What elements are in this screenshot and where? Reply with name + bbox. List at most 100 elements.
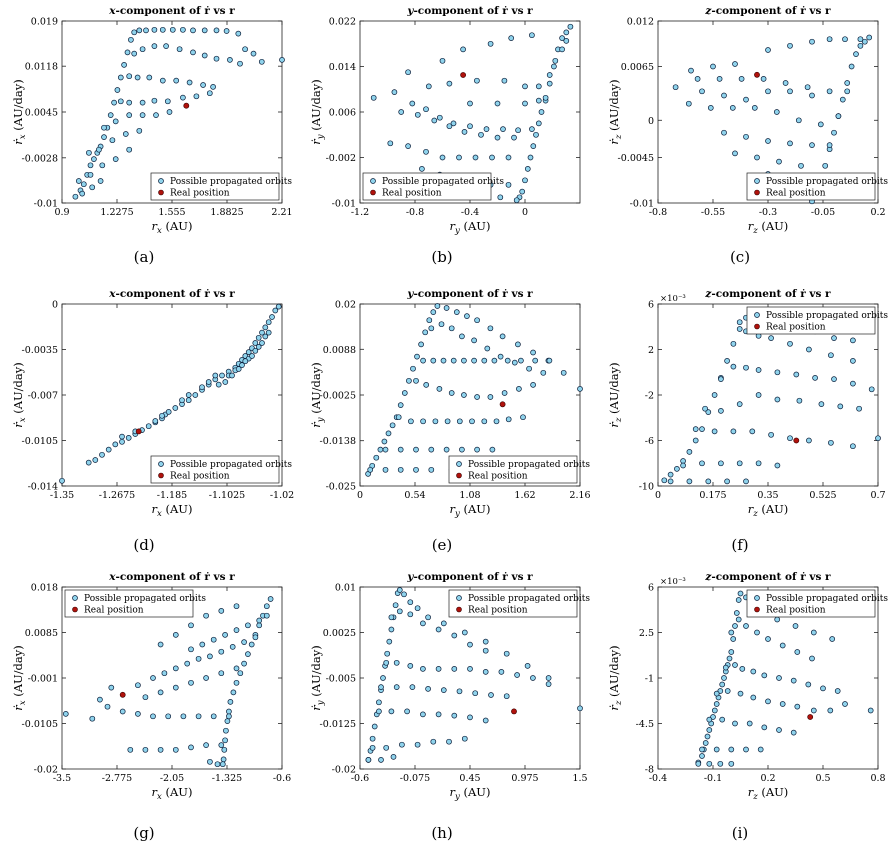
x-tick-label: -0.075: [400, 773, 430, 784]
possible-orbit-point: [857, 36, 864, 43]
possible-orbit-point: [199, 641, 206, 648]
y-axis-label: ṙy (AU/day): [309, 79, 326, 145]
possible-orbit-point: [152, 418, 159, 424]
possible-orbit-point: [560, 369, 567, 376]
possible-orbit-point: [472, 690, 479, 697]
possible-orbit-point: [508, 35, 515, 41]
x-tick-label: -1.2: [351, 207, 369, 218]
possible-orbit-point: [233, 665, 240, 672]
legend-label-possible: Possible propagated orbits: [84, 594, 206, 604]
possible-orbit-point: [136, 127, 143, 134]
possible-orbit-point: [136, 27, 143, 34]
possible-orbit-point: [754, 629, 760, 636]
possible-orbit-point: [112, 441, 119, 448]
possible-orbit-point: [434, 303, 441, 309]
possible-orbit-point: [672, 84, 679, 91]
possible-orbit-point: [220, 756, 227, 763]
possible-orbit-point: [831, 376, 837, 382]
possible-orbit-point: [820, 685, 826, 692]
x-axis-label: ry (AU): [450, 219, 491, 236]
x-tick-label: -1.02: [270, 490, 294, 501]
possible-orbit-point: [812, 375, 818, 381]
possible-orbit-point: [210, 636, 217, 643]
possible-orbit-point: [520, 414, 526, 421]
possible-orbit-point: [252, 347, 259, 354]
possible-orbit-point: [844, 80, 851, 86]
possible-orbit-point: [79, 190, 86, 197]
y-tick-label: -0.001: [28, 674, 58, 685]
possible-orbit-point: [875, 435, 881, 442]
possible-orbit-point: [482, 669, 489, 675]
legend-label-possible: Possible propagated orbits: [468, 594, 590, 604]
possible-orbit-point: [250, 50, 257, 57]
possible-orbit-point: [180, 94, 186, 101]
possible-orbit-point: [397, 402, 404, 408]
possible-orbit-point: [831, 335, 837, 341]
possible-orbit-point: [89, 184, 96, 191]
possible-orbit-point: [150, 713, 156, 720]
possible-orbit-point: [467, 100, 473, 107]
x-tick-label: 0: [522, 207, 528, 218]
x-tick-label: -2.05: [160, 773, 184, 784]
possible-orbit-point: [172, 746, 179, 753]
possible-orbit-point: [794, 703, 801, 710]
possible-orbit-point: [474, 446, 480, 453]
chart-title: z-component of ṙ vs r: [704, 5, 831, 17]
possible-orbit-point: [407, 599, 414, 606]
x-tick-label: 0.2: [870, 207, 885, 218]
possible-orbit-point: [827, 707, 834, 714]
possible-orbit-point: [794, 649, 801, 655]
possible-orbit-point: [545, 675, 552, 681]
possible-orbit-point: [446, 738, 452, 745]
possible-orbit-point: [384, 650, 391, 657]
possible-orbit-point: [721, 92, 727, 99]
possible-orbit-point: [139, 112, 146, 118]
possible-orbit-point: [124, 49, 131, 56]
possible-orbit-point: [401, 390, 408, 396]
possible-orbit-point: [746, 720, 753, 727]
possible-orbit-point: [382, 466, 389, 473]
possible-orbit-point: [699, 88, 705, 95]
possible-orbit-point: [398, 109, 405, 115]
possible-orbit-point: [828, 352, 834, 359]
possible-orbit-point: [185, 397, 192, 404]
legend-marker-possible: [754, 595, 760, 601]
y-tick-label: -10: [639, 482, 654, 493]
x-tick-label: 2.21: [271, 207, 292, 218]
possible-orbit-point: [500, 126, 506, 132]
possible-orbit-point: [456, 154, 462, 161]
possible-orbit-point: [776, 158, 782, 165]
possible-orbit-point: [461, 392, 467, 398]
possible-orbit-point: [750, 694, 757, 701]
x-axis-label: rz (AU): [748, 219, 789, 236]
possible-orbit-point: [223, 727, 229, 734]
y-tick-label: 0.022: [329, 17, 356, 28]
possible-orbit-point: [751, 105, 758, 111]
possible-orbit-point: [522, 177, 528, 184]
possible-orbit-point: [145, 423, 152, 430]
y-tick-label: 0.0118: [25, 62, 58, 73]
possible-orbit-point: [190, 49, 196, 56]
possible-orbit-point: [235, 30, 242, 37]
possible-orbit-point: [831, 129, 837, 136]
possible-orbit-point: [826, 36, 833, 43]
possible-orbit-point: [738, 76, 745, 82]
possible-orbit-point: [505, 181, 512, 188]
possible-orbit-point: [809, 142, 815, 148]
possible-orbit-point: [765, 698, 771, 705]
legend-marker-possible: [370, 178, 376, 184]
possible-orbit-point: [718, 460, 724, 467]
caption-f: (f): [731, 536, 749, 554]
possible-orbit-point: [527, 154, 534, 161]
possible-orbit-point: [201, 52, 208, 59]
legend-marker-real: [456, 606, 462, 613]
possible-orbit-point: [494, 134, 501, 141]
possible-orbit-point: [428, 466, 435, 473]
y-tick-label: 0: [648, 116, 654, 127]
possible-orbit-point: [203, 742, 209, 748]
possible-orbit-point: [91, 156, 97, 162]
y-tick-label: -0.0138: [320, 436, 356, 447]
possible-orbits-series: [59, 303, 282, 484]
possible-orbit-point: [866, 34, 873, 41]
y-tick-label: -0.002: [326, 153, 356, 164]
